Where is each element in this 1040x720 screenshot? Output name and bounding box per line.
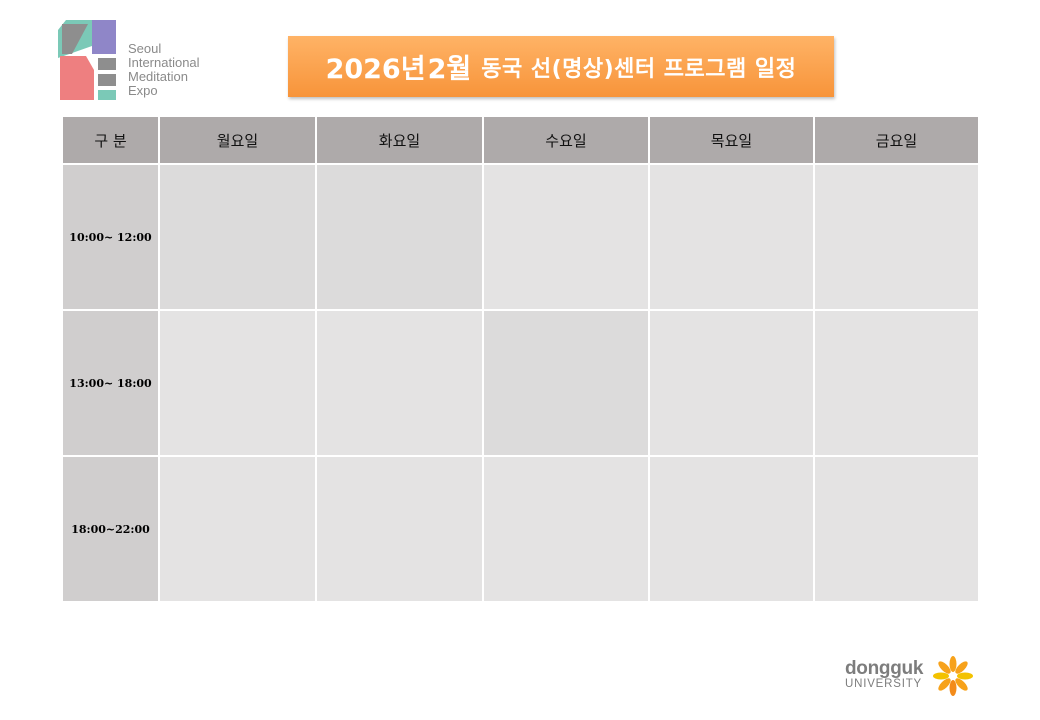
- title-program: 동국 선(명상)센터 프로그램 일정: [481, 56, 797, 82]
- dongguk-university-logo: dongguk UNIVERSITY: [843, 656, 983, 696]
- university-wordmark: UNIVERSITY: [845, 678, 923, 690]
- table-row: 13:00~ 18:00: [61, 309, 980, 457]
- header-wednesday: 수요일: [482, 115, 650, 165]
- header-category: 구 분: [61, 115, 160, 165]
- dongguk-lotus-icon: [933, 656, 973, 696]
- seoul-meditation-expo-logo: Seoul International Meditation Expo: [58, 20, 228, 102]
- time-slot-afternoon: 13:00~ 18:00: [61, 309, 160, 457]
- cell-fri-evening: [813, 455, 980, 603]
- cell-wed-afternoon: [482, 309, 650, 457]
- cell-thu-morning: [648, 163, 815, 311]
- header-thursday: 목요일: [648, 115, 815, 165]
- table-row: 10:00~ 12:00: [61, 163, 980, 311]
- logo-line-international: International: [128, 55, 200, 70]
- cell-mon-afternoon: [158, 309, 317, 457]
- header-row: 구 분 월요일 화요일 수요일 목요일 금요일: [61, 115, 980, 165]
- cell-tue-evening: [315, 455, 484, 603]
- cell-mon-evening: [158, 455, 317, 603]
- title-month: 2월: [427, 54, 472, 85]
- time-slot-morning: 10:00~ 12:00: [61, 163, 160, 311]
- dongguk-wordmark: dongguk: [845, 658, 924, 679]
- logo-line-expo: Expo: [128, 83, 158, 98]
- table-row: 18:00~22:00: [61, 455, 980, 603]
- cell-tue-morning: [315, 163, 484, 311]
- logo-line-meditation: Meditation: [128, 69, 188, 84]
- cell-tue-afternoon: [315, 309, 484, 457]
- logo-line-seoul: Seoul: [128, 41, 162, 56]
- time-slot-evening: 18:00~22:00: [61, 455, 160, 603]
- page-title: 2026년 2월 동국 선(명상)센터 프로그램 일정: [288, 36, 834, 97]
- cell-mon-morning: [158, 163, 317, 311]
- cell-wed-evening: [482, 455, 650, 603]
- cell-fri-afternoon: [813, 309, 980, 457]
- header-monday: 월요일: [158, 115, 317, 165]
- expo-logo-text: Seoul International Meditation Expo: [128, 42, 200, 98]
- schedule-table: 구 분 월요일 화요일 수요일 목요일 금요일 10:00~ 12:00 13:…: [61, 115, 980, 603]
- cell-thu-afternoon: [648, 309, 815, 457]
- title-year: 2026년: [325, 54, 426, 85]
- cell-thu-evening: [648, 455, 815, 603]
- cell-wed-morning: [482, 163, 650, 311]
- header-friday: 금요일: [813, 115, 980, 165]
- cell-fri-morning: [813, 163, 980, 311]
- expo-logo-mark-icon: [58, 20, 116, 100]
- header-tuesday: 화요일: [315, 115, 484, 165]
